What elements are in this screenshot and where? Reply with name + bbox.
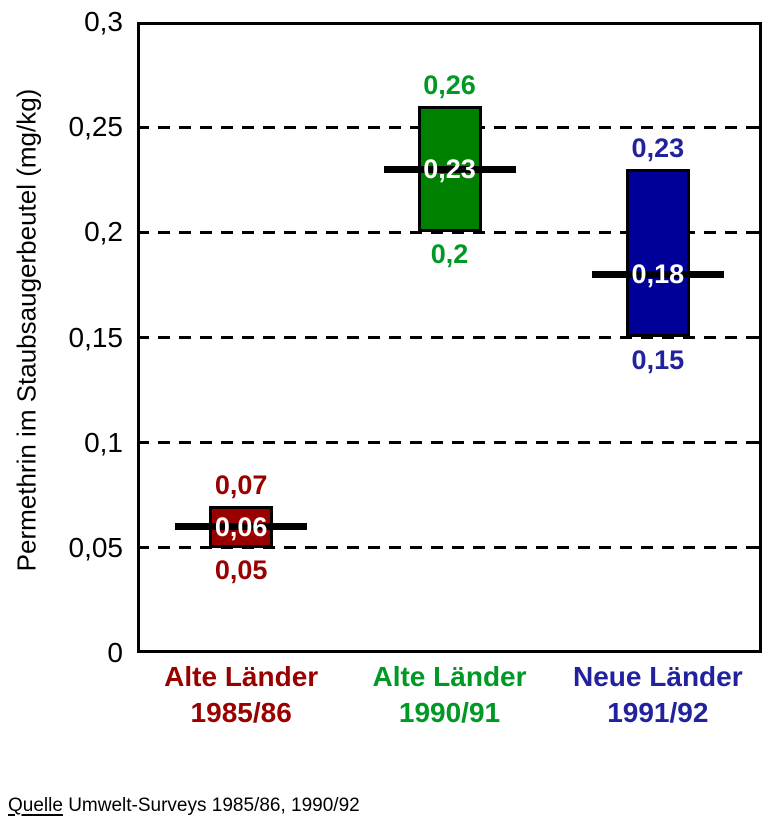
y-axis-tick-left xyxy=(137,441,146,445)
y-tick-label: 0 xyxy=(107,637,123,668)
y-axis-tick-left xyxy=(137,546,146,550)
median-value-label: 0,06 xyxy=(214,511,268,542)
category-label-line1: Alte Länder xyxy=(164,661,319,692)
min-value-label: 0,2 xyxy=(430,239,469,270)
median-line xyxy=(591,270,724,278)
min-value-label: 0,05 xyxy=(214,554,268,585)
range-bar xyxy=(625,169,690,338)
category-label-line2: 1990/91 xyxy=(398,697,501,728)
y-tick-label: 0,2 xyxy=(84,216,123,248)
y-axis-tick-left xyxy=(137,230,146,234)
y-tick-label: 0,1 xyxy=(84,426,123,458)
category-label-line1: Alte Länder xyxy=(372,661,527,692)
plot-area xyxy=(137,22,762,653)
category-label-line1: Neue Länder xyxy=(573,661,743,692)
max-value-label: 0,26 xyxy=(423,70,476,101)
y-axis-tick-right xyxy=(753,336,762,339)
gridline-0,1 xyxy=(137,441,762,445)
gridline-0,15 xyxy=(137,336,762,339)
median-line xyxy=(383,165,516,173)
y-tick-label: 0,15 xyxy=(68,321,124,353)
y-axis-tick-right xyxy=(753,546,762,550)
y-axis-tick-right xyxy=(753,230,762,234)
y-axis-tick-left xyxy=(137,336,146,339)
source-note: Quelle Umwelt-Surveys 1985/86, 1990/92 xyxy=(8,795,360,817)
y-tick-label: 0,25 xyxy=(68,111,124,143)
source-label: Quelle xyxy=(8,795,63,816)
median-value-label: 0,23 xyxy=(423,154,476,185)
category-label-line2: 1991/92 xyxy=(607,697,709,728)
gridline-0,05 xyxy=(137,546,762,550)
y-axis-tick-right xyxy=(753,125,762,129)
min-value-label: 0,15 xyxy=(631,344,685,375)
category-label-line2: 1985/86 xyxy=(190,697,292,728)
max-value-label: 0,07 xyxy=(214,469,268,500)
median-line xyxy=(175,523,308,531)
max-value-label: 0,23 xyxy=(631,133,685,164)
gridline-0,2 xyxy=(137,230,762,234)
y-axis-tick-left xyxy=(137,125,146,129)
source-text: Umwelt-Surveys 1985/86, 1990/92 xyxy=(68,795,360,816)
median-value-label: 0,18 xyxy=(631,259,685,290)
y-tick-label: 0,3 xyxy=(84,6,123,37)
y-axis-tick-right xyxy=(753,441,762,445)
y-tick-label: 0,05 xyxy=(68,531,124,563)
